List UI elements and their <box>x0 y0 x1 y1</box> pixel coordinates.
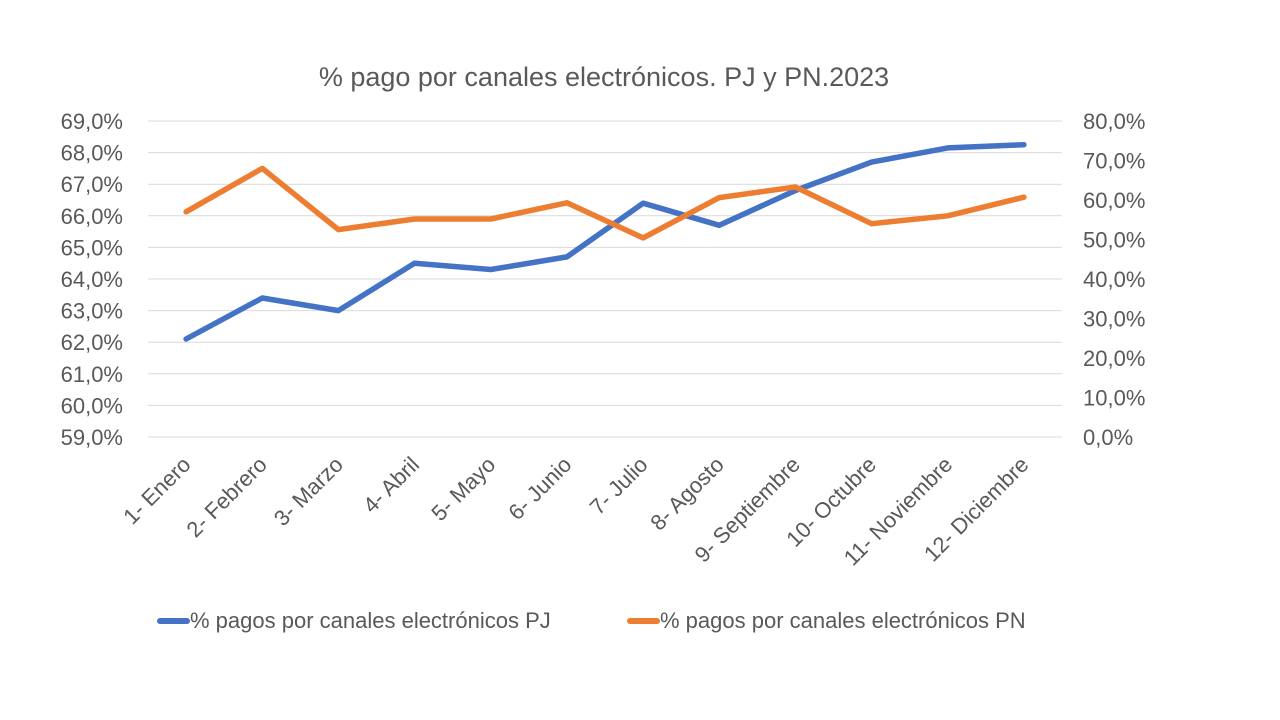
x-tick-label: 5- Mayo <box>426 452 500 526</box>
x-tick-label: 1- Enero <box>118 452 195 529</box>
x-tick-label: 7- Julio <box>585 452 653 520</box>
series-line-2 <box>183 165 1027 241</box>
series-lines <box>183 141 1027 342</box>
chart-title: % pago por canales electrónicos. PJ y PN… <box>319 62 889 92</box>
left-axis-ticks: 59,0% 60,0% 61,0% 62,0% 63,0% 64,0% 65,0% 66,0%… <box>61 109 123 450</box>
y-left-tick-label: 63,0% <box>61 299 123 324</box>
legend: % pagos por canales electrónicos PJ % pag… <box>157 608 1026 633</box>
y-right-tick-label: 70,0% <box>1083 149 1145 174</box>
y-right-tick-label: 10,0% <box>1083 386 1145 411</box>
y-right-tick-label: 50,0% <box>1083 228 1145 253</box>
y-left-tick-label: 64,0% <box>61 267 123 292</box>
y-right-tick-label: 0,0% <box>1083 425 1133 450</box>
y-left-tick-label: 66,0% <box>61 204 123 229</box>
y-left-tick-label: 61,0% <box>61 362 123 387</box>
x-tick-label: 3- Marzo <box>269 452 348 531</box>
x-tick-label: 2- Febrero <box>181 452 271 542</box>
legend-label: % pagos por canales electrónicos PN <box>660 608 1026 633</box>
right-axis-ticks: 0,0% 10,0% 20,0% 30,0% 40,0% 50,0% 60,0% 70,0% 8… <box>1083 109 1145 450</box>
y-right-tick-label: 40,0% <box>1083 267 1145 292</box>
series-line-1 <box>183 141 1027 342</box>
y-right-tick-label: 60,0% <box>1083 188 1145 213</box>
y-left-tick-label: 65,0% <box>61 235 123 260</box>
y-right-tick-label: 30,0% <box>1083 307 1145 332</box>
y-left-tick-label: 68,0% <box>61 141 123 166</box>
y-right-tick-label: 80,0% <box>1083 109 1145 134</box>
y-left-tick-label: 67,0% <box>61 172 123 197</box>
y-left-tick-label: 59,0% <box>61 425 123 450</box>
y-left-tick-label: 60,0% <box>61 393 123 418</box>
y-left-tick-label: 69,0% <box>61 109 123 134</box>
y-left-tick-label: 62,0% <box>61 330 123 355</box>
legend-label: % pagos por canales electrónicos PJ <box>190 608 551 633</box>
x-tick-label: 6- Junio <box>503 452 576 525</box>
gridlines <box>148 120 1062 438</box>
x-tick-label: 4- Abril <box>358 452 424 518</box>
y-right-tick-label: 20,0% <box>1083 346 1145 371</box>
